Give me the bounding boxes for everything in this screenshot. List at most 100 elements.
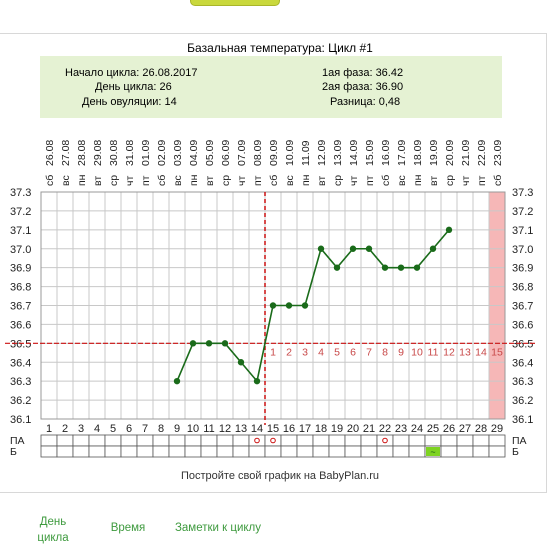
tab-cycle-notes[interactable]: Заметки к циклу	[168, 520, 268, 536]
x-tick-label: 22	[379, 423, 391, 435]
x-tick-label: 17	[299, 423, 311, 435]
temperature-point	[173, 377, 181, 385]
phase2-avg: 2ая фаза: 36.90	[322, 81, 404, 93]
x-tick-label: 19	[331, 423, 343, 435]
tab-cycle-day-line2: цикла	[37, 532, 69, 544]
x-tick-label: 29	[491, 423, 503, 435]
temperature-point	[397, 264, 405, 271]
x-tick-label: 27	[459, 423, 471, 435]
weekday-label: пт	[140, 175, 152, 186]
x-tick-label: 4	[94, 423, 100, 435]
date-label: 23.09	[492, 140, 504, 166]
y-tick-label-right: 36.5	[512, 338, 533, 350]
pa-cell	[136, 434, 154, 447]
date-label: 01.09	[140, 140, 152, 166]
y-tick-label-right: 36.4	[512, 357, 533, 369]
weekday-label: сб	[156, 175, 168, 186]
y-tick-label-right: 37.3	[512, 187, 533, 199]
pa-cell	[72, 434, 90, 447]
top-tab[interactable]	[190, 0, 280, 6]
weekday-label: чт	[348, 176, 360, 186]
pa-cell	[216, 434, 234, 447]
weekday-label: вт	[428, 176, 440, 186]
pa-cell	[328, 434, 346, 447]
chart-title: Базальная температура: Цикл #1	[187, 41, 373, 55]
b-cell	[88, 445, 106, 458]
pa-cell	[312, 434, 330, 447]
x-tick-label: 8	[158, 423, 164, 435]
pa-cell	[376, 434, 394, 447]
pa-cell	[184, 434, 202, 447]
b-cell	[280, 445, 298, 458]
y-tick-label-right: 36.8	[512, 282, 533, 294]
pa-cell	[40, 434, 58, 447]
b-cell	[56, 445, 74, 458]
b-cell	[360, 445, 378, 458]
tab-time[interactable]: Время	[100, 520, 156, 536]
pa-cell	[472, 434, 490, 447]
b-cell	[152, 445, 170, 458]
date-label: 09.09	[268, 140, 280, 166]
b-cell	[168, 445, 186, 458]
x-tick-label: 20	[347, 423, 359, 435]
weekday-label: вт	[316, 176, 328, 186]
date-label: 17.09	[396, 140, 408, 166]
x-tick-label: 2	[62, 423, 68, 435]
date-label: 13.09	[332, 140, 344, 166]
phase2-day-label: 5	[334, 346, 340, 358]
x-tick-label: 6	[126, 423, 132, 435]
y-tick-label-left: 36.2	[10, 395, 31, 407]
phase2-day-label: 7	[366, 346, 372, 358]
b-mark	[426, 447, 440, 456]
b-cell	[248, 445, 266, 458]
x-tick-label: 5	[110, 423, 116, 435]
temperature-point	[349, 245, 357, 252]
date-label: 26.08	[44, 140, 56, 166]
date-label: 05.09	[204, 140, 216, 166]
b-cell	[216, 445, 234, 458]
date-label: 22.09	[476, 140, 488, 166]
x-tick-label: 23	[395, 423, 407, 435]
temperature-point	[333, 264, 341, 271]
date-label: 16.09	[380, 140, 392, 166]
date-label: 03.09	[172, 140, 184, 166]
b-cell	[312, 445, 330, 458]
weekday-label: пт	[252, 175, 264, 186]
x-tick-label: 18	[315, 423, 327, 435]
temperature-point	[381, 264, 389, 271]
temperature-point	[445, 226, 453, 234]
row-label-left: Б	[10, 446, 17, 458]
temperature-point	[413, 264, 421, 271]
weekday-label: вс	[172, 175, 184, 186]
pa-cell	[408, 434, 426, 447]
b-cell	[488, 445, 506, 458]
date-label: 20.09	[444, 140, 456, 166]
weekday-label: ср	[332, 175, 344, 186]
b-cell	[232, 445, 250, 458]
weekday-label: вт	[204, 176, 216, 186]
tab-cycle-day[interactable]: День цикла	[30, 514, 76, 546]
b-cell	[72, 445, 90, 458]
temperature-point	[365, 245, 373, 252]
b-cell	[408, 445, 426, 458]
ovulation-day: День овуляции: 14	[82, 96, 177, 108]
date-label: 19.09	[428, 140, 440, 166]
b-cell	[328, 445, 346, 458]
x-tick-label: 10	[187, 423, 199, 435]
y-tick-label-left: 37.1	[10, 225, 31, 237]
date-label: 06.09	[220, 140, 232, 166]
date-label: 11.09	[300, 140, 312, 166]
b-cell	[392, 445, 410, 458]
b-cell	[344, 445, 362, 458]
temperature-point	[189, 340, 197, 347]
weekday-label: ср	[108, 175, 120, 186]
date-label: 27.08	[60, 140, 72, 166]
b-cell	[456, 445, 474, 458]
row-label-right: ПА	[512, 435, 527, 447]
pa-cell	[488, 434, 506, 447]
y-tick-label-left: 37.2	[10, 206, 31, 218]
pa-cell	[440, 434, 458, 447]
cycle-day: День цикла: 26	[95, 81, 172, 93]
pa-cell	[264, 434, 282, 447]
phase2-day-label: 3	[302, 346, 308, 358]
